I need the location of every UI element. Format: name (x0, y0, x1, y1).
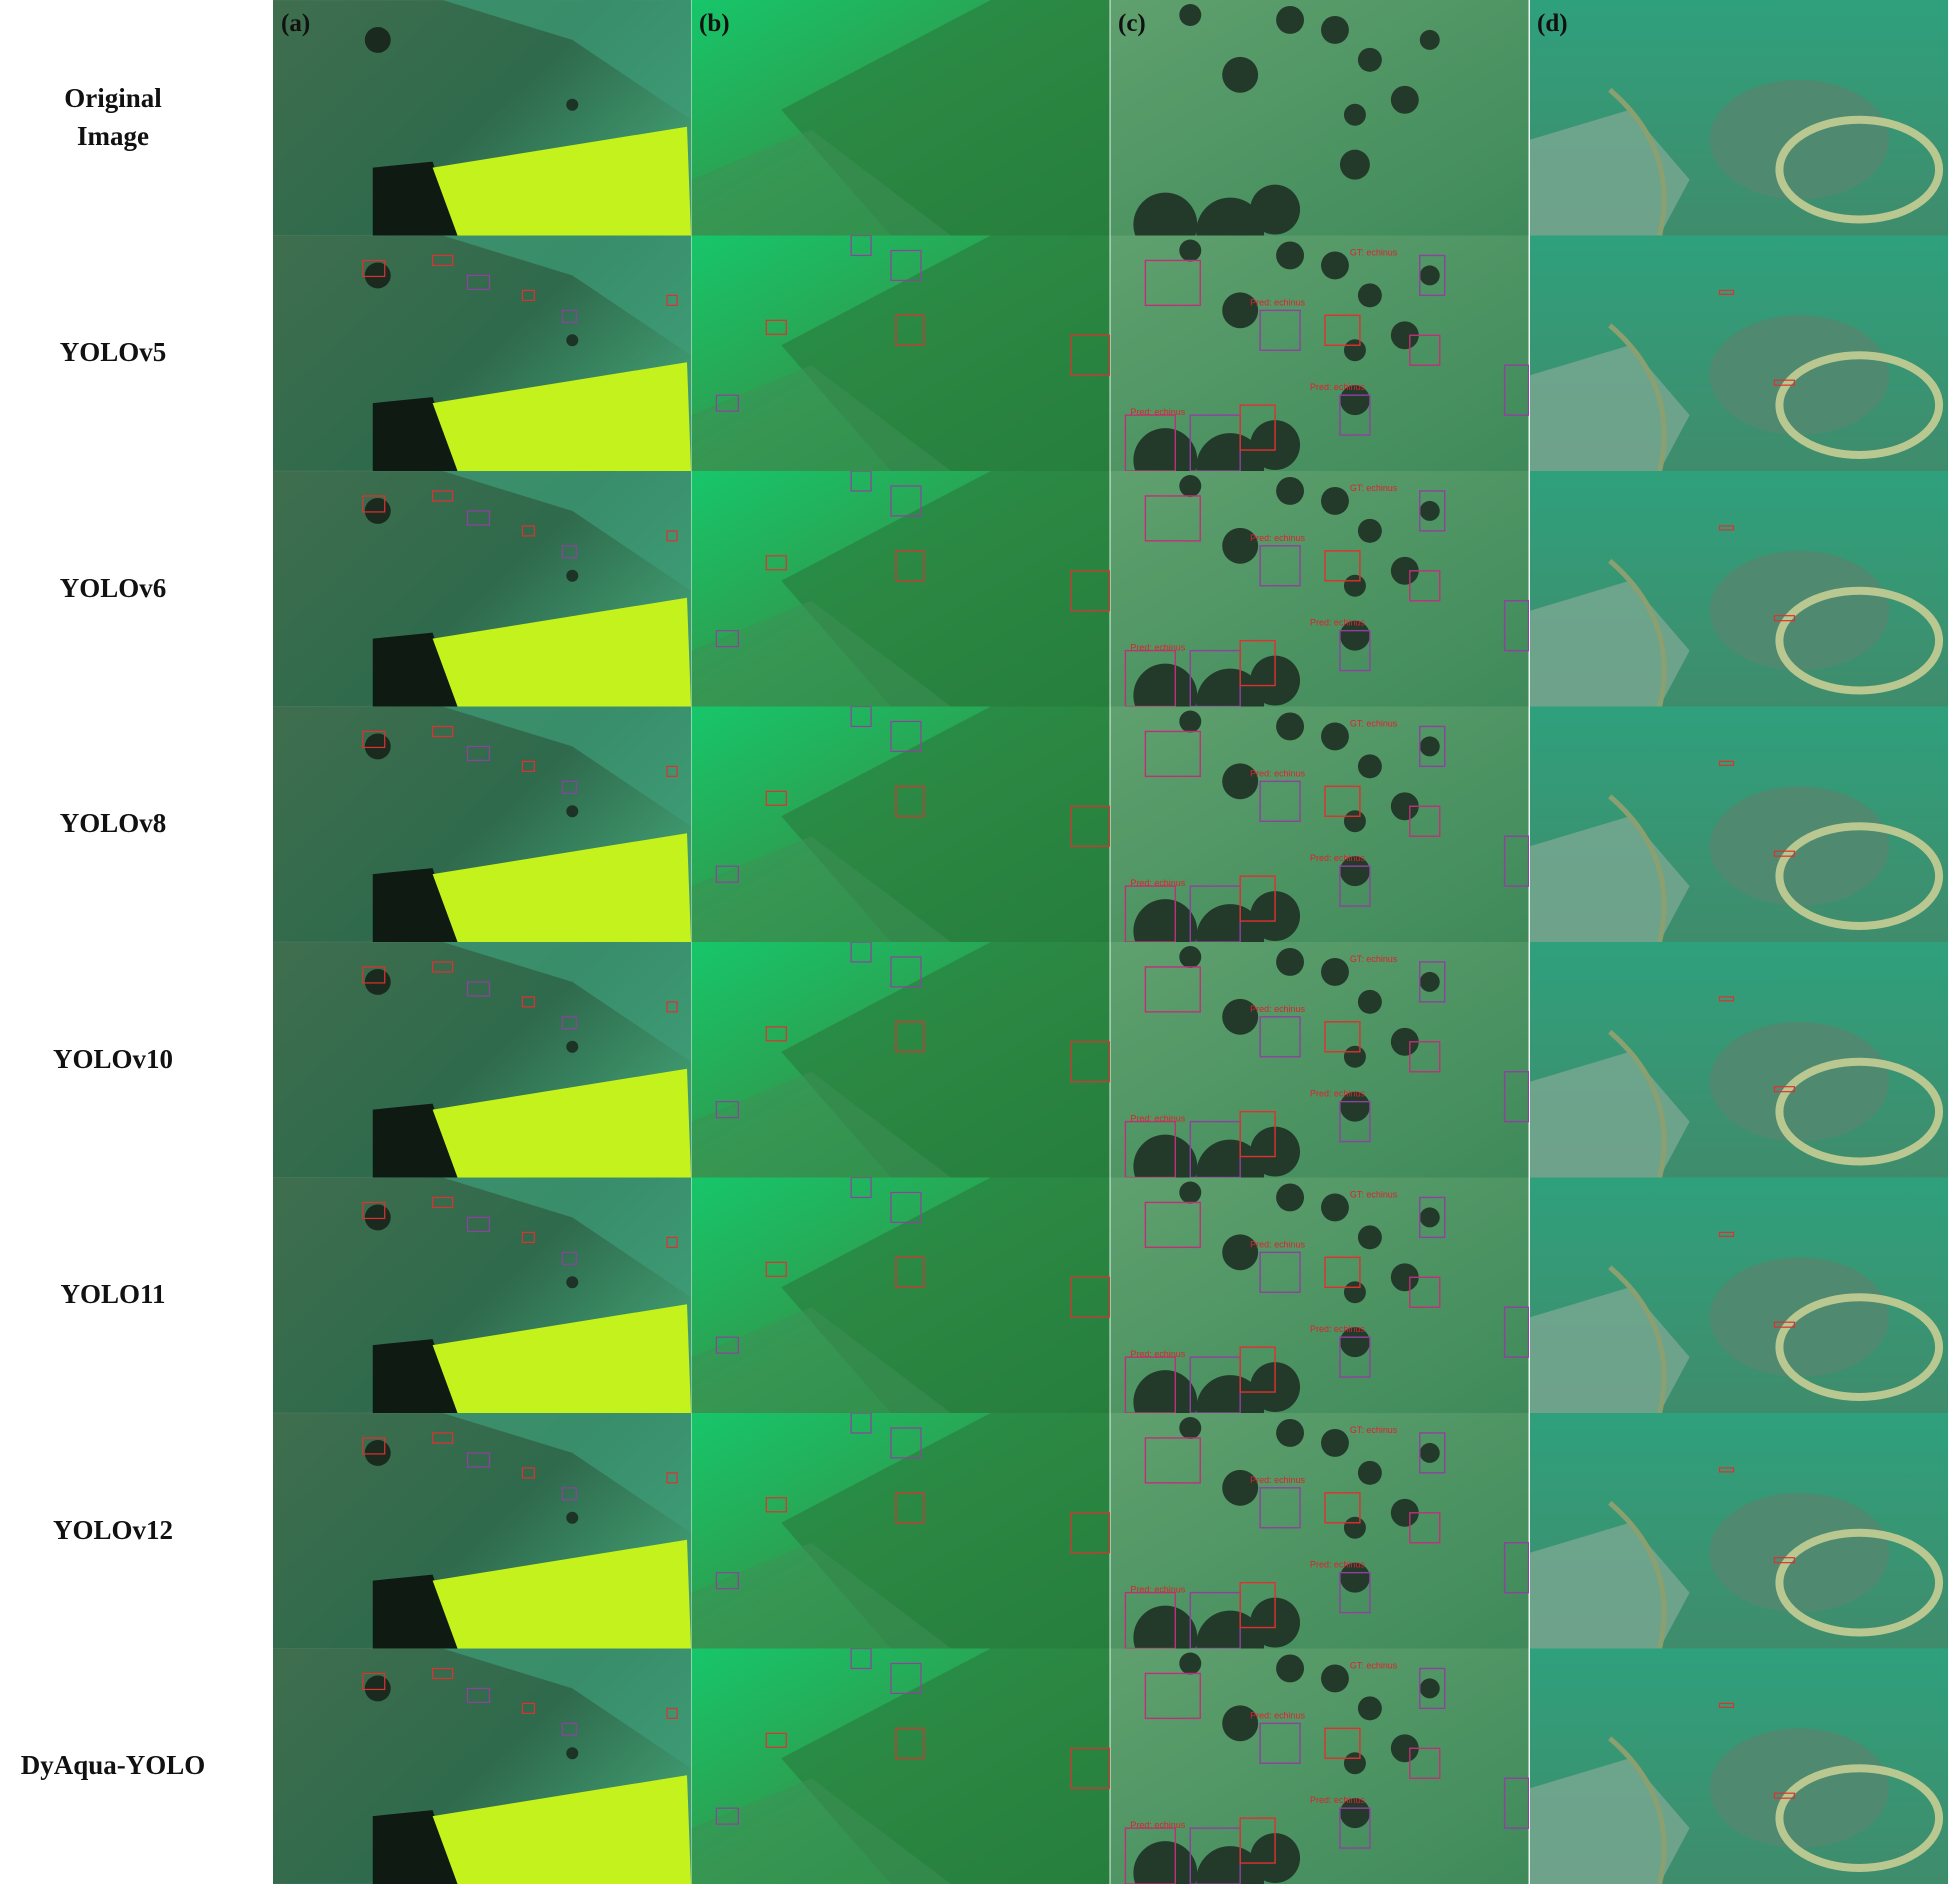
panel-image (1530, 236, 1948, 472)
row-label: YOLOv8 (0, 707, 226, 943)
panel-image (1530, 0, 1948, 236)
panel-image (1110, 1413, 1529, 1649)
panel-image (691, 1177, 1110, 1413)
panel-image (691, 1413, 1110, 1649)
column-label: (a) (281, 10, 310, 37)
panel-image (1110, 942, 1529, 1178)
panel-image (1110, 235, 1529, 471)
row-label-text: YOLOv6 (59, 572, 167, 603)
row-label-text: YOLOv5 (59, 337, 167, 368)
column-label: (b) (699, 10, 730, 37)
row-label: YOLO11 (0, 1178, 226, 1414)
panel-image (1530, 1178, 1948, 1414)
panel-image (273, 235, 691, 471)
row-label: YOLOv10 (0, 942, 226, 1178)
image-grid: Pred: echinusPred: echinus GT: echinusPr… (273, 0, 1949, 1884)
panel-image (691, 0, 1110, 236)
panel-image (273, 471, 691, 707)
panel-image (273, 706, 691, 942)
row-label-text: YOLOv12 (52, 1514, 173, 1545)
panel-image (691, 1648, 1110, 1884)
row-label: YOLOv6 (0, 471, 226, 707)
panel-image (1110, 0, 1529, 236)
panel-image (691, 706, 1110, 942)
panel-image (1530, 707, 1948, 943)
row-label-text: YOLO11 (60, 1279, 166, 1310)
column-label: (c) (1118, 10, 1146, 37)
panel-image (1530, 1649, 1948, 1884)
row-label-text: DyAqua-YOLO (20, 1750, 206, 1781)
panel-image (273, 942, 691, 1178)
row-label-text: YOLOv10 (52, 1043, 173, 1074)
panel-image (691, 235, 1110, 471)
row-label: YOLOv5 (0, 236, 226, 472)
panel-image (1530, 942, 1948, 1178)
panel-image (273, 1413, 691, 1649)
row-label-text: Original Image (64, 82, 162, 151)
panel-image (691, 942, 1110, 1178)
panel-image (1530, 1413, 1948, 1649)
panel-image (1530, 471, 1948, 707)
panel-image (273, 1177, 691, 1413)
row-label: DyAqua-YOLO (0, 1649, 226, 1884)
panel-image (1110, 1648, 1529, 1884)
panel-image (1110, 471, 1529, 707)
panel-image (691, 471, 1110, 707)
panel-image (1110, 1177, 1529, 1413)
panel-image (273, 1648, 691, 1884)
row-label: YOLOv12 (0, 1413, 226, 1649)
row-label-text: YOLOv8 (59, 808, 167, 839)
column-label: (d) (1537, 10, 1568, 37)
panel-image (273, 0, 691, 236)
panel-image (1110, 706, 1529, 942)
row-label: Original Image (0, 0, 226, 236)
